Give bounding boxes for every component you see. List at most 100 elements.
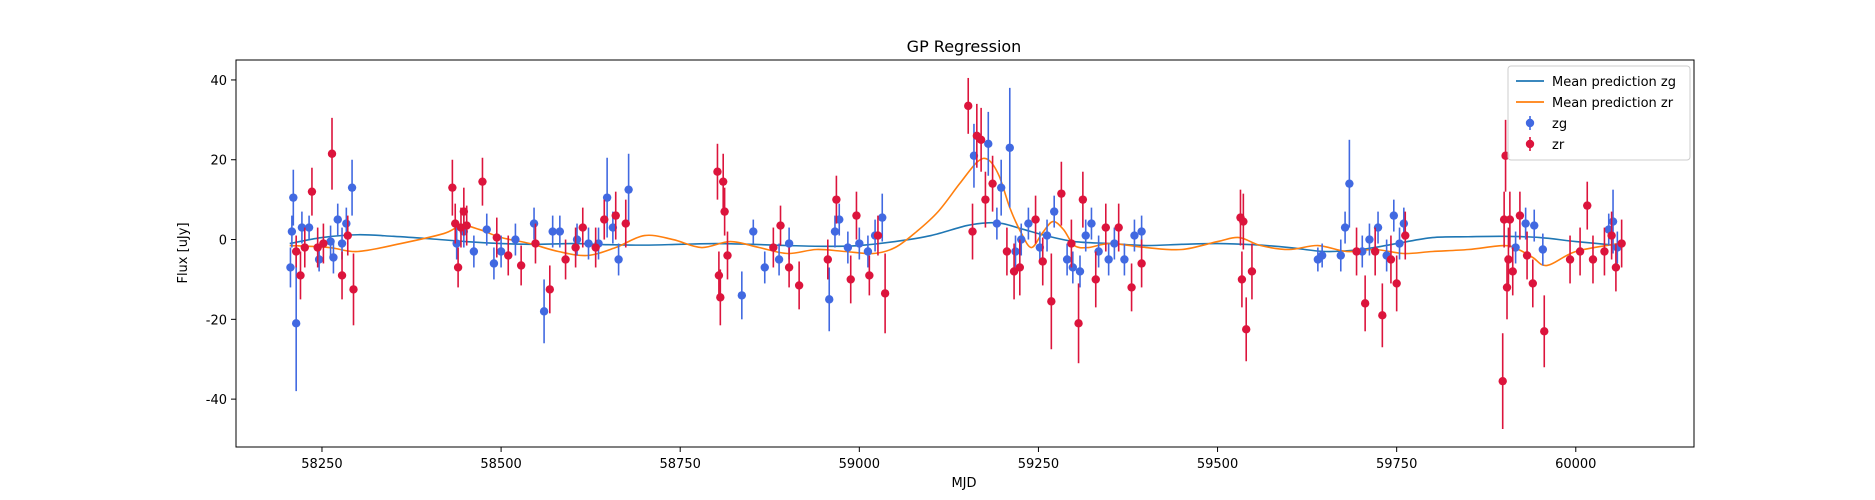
point-zr-87 — [1522, 251, 1532, 260]
point-zg-83 — [1608, 217, 1618, 226]
point-zr-30 — [714, 271, 724, 280]
point-zr-20 — [531, 239, 540, 248]
x-tick-label-59250: 59250 — [1018, 457, 1059, 472]
y-tick-label-0: 0 — [219, 234, 227, 249]
point-zr-40 — [832, 195, 841, 204]
point-zr-46 — [964, 101, 973, 111]
point-zg-30 — [624, 185, 633, 194]
point-zr-50 — [981, 195, 990, 204]
point-zg-18 — [496, 247, 506, 256]
point-zg-46 — [992, 219, 1002, 228]
point-zr-43 — [865, 271, 874, 280]
point-zr-41 — [846, 275, 855, 284]
series-zr — [291, 77, 1626, 430]
point-zg-50 — [1017, 235, 1026, 244]
point-zr-54 — [1015, 263, 1025, 272]
point-zr-16 — [478, 177, 487, 186]
chart-title: GP Regression — [907, 37, 1022, 56]
point-zr-88 — [1528, 279, 1537, 288]
point-zr-72 — [1352, 247, 1361, 256]
point-zg-34 — [774, 255, 784, 264]
legend-label-mean-prediction-zr: Mean prediction zr — [1552, 96, 1674, 111]
point-zr-66 — [1137, 259, 1146, 268]
point-zg-56 — [1068, 263, 1078, 272]
plot-contents — [286, 77, 1626, 430]
point-zg-37 — [830, 227, 840, 236]
point-zg-22 — [548, 227, 557, 236]
point-zr-42 — [852, 211, 861, 220]
point-zg-31 — [749, 227, 758, 236]
point-zg-10 — [337, 239, 347, 248]
point-zr-36 — [776, 221, 785, 230]
point-zr-63 — [1101, 223, 1110, 232]
point-zg-61 — [1104, 255, 1113, 264]
point-zg-80 — [1530, 221, 1539, 230]
point-zr-21 — [545, 285, 555, 294]
point-zr-79 — [1498, 376, 1507, 386]
y-axis-ticks: -40 -20 0 20 40 — [206, 74, 236, 408]
point-zr-0 — [291, 247, 301, 256]
point-zg-75 — [1389, 211, 1399, 220]
point-zr-60 — [1074, 319, 1083, 328]
mean-prediction-line-zg — [289, 221, 1619, 253]
point-zg-1 — [287, 227, 297, 236]
point-zr-68 — [1237, 275, 1247, 284]
x-tick-label-58500: 58500 — [480, 457, 521, 472]
x-axis-ticks: 58250 58500 58750 59000 59250 59500 59750 60000 — [301, 447, 1596, 472]
x-tick-label-59000: 59000 — [839, 457, 880, 472]
point-zg-12 — [347, 183, 357, 192]
point-zg-2 — [289, 193, 298, 202]
point-zr-35 — [769, 243, 778, 252]
point-zr-55 — [1031, 215, 1040, 224]
point-zg-11 — [342, 219, 351, 228]
point-zr-33 — [720, 207, 729, 216]
point-zr-76 — [1386, 255, 1396, 264]
point-zg-8 — [329, 253, 338, 262]
point-zr-45 — [880, 289, 890, 298]
point-zr-49 — [976, 135, 986, 144]
point-zr-95 — [1607, 231, 1616, 240]
point-zr-32 — [718, 177, 728, 186]
y-axis-label: Flux [uJy] — [176, 222, 191, 283]
point-zg-6 — [314, 255, 324, 264]
point-zr-5 — [319, 239, 328, 248]
legend-label-zr: zr — [1552, 138, 1565, 153]
point-zg-32 — [737, 291, 747, 300]
point-zr-57 — [1047, 297, 1056, 306]
point-zr-62 — [1091, 275, 1100, 284]
point-zr-83 — [1504, 255, 1513, 264]
point-zg-72 — [1365, 235, 1374, 244]
point-zr-17 — [492, 233, 501, 242]
point-zr-58 — [1057, 189, 1066, 198]
point-zg-20 — [529, 219, 539, 228]
point-zr-86 — [1515, 211, 1525, 220]
point-zg-29 — [614, 255, 623, 264]
point-zg-65 — [1137, 227, 1146, 236]
legend-marker-zr — [1525, 139, 1535, 149]
y-tick-label-20: 20 — [210, 154, 227, 169]
point-zr-82 — [1502, 283, 1512, 292]
x-tick-label-60000: 60000 — [1555, 457, 1596, 472]
point-zr-90 — [1565, 255, 1575, 264]
point-zr-10 — [448, 183, 457, 192]
point-zr-38 — [794, 281, 804, 290]
point-zg-63 — [1120, 255, 1129, 264]
x-axis-label: MJD — [951, 476, 976, 491]
point-zr-74 — [1370, 247, 1380, 256]
point-zr-52 — [1002, 247, 1012, 256]
point-zr-7 — [337, 271, 347, 280]
axes-frame — [235, 59, 1695, 448]
point-zg-48 — [1005, 143, 1014, 152]
point-zg-69 — [1340, 223, 1350, 232]
point-zg-81 — [1538, 245, 1548, 254]
point-zg-55 — [1062, 255, 1072, 264]
point-zr-84 — [1505, 215, 1515, 224]
point-zr-34 — [723, 251, 732, 260]
point-zr-61 — [1078, 195, 1088, 204]
point-zr-91 — [1575, 247, 1585, 256]
x-tick-label-59500: 59500 — [1197, 457, 1238, 472]
point-zr-94 — [1600, 247, 1609, 256]
point-zr-19 — [516, 261, 526, 270]
point-zg-45 — [984, 139, 993, 148]
